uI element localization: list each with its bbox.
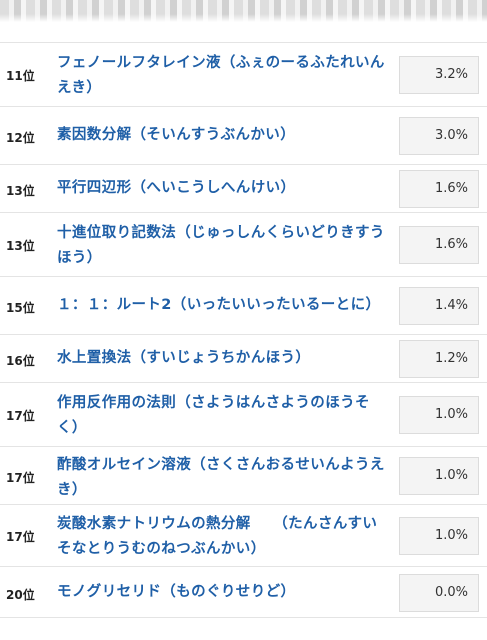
- ranking-row: 11位 フェノールフタレイン液（ふぇのーるふたれいんえき） 3.2%: [0, 42, 487, 106]
- ranking-row: 12位 素因数分解（そいんすうぶんかい） 3.0%: [0, 106, 487, 164]
- header-banner-strip: [0, 0, 487, 22]
- rank-label: 13位: [6, 184, 35, 198]
- item-name-link[interactable]: 水上置換法（すいじょうちかんほう）: [57, 350, 311, 366]
- item-name-link[interactable]: フェノールフタレイン液（ふぇのーるふたれいんえき）: [57, 55, 385, 96]
- rank-label: 15位: [6, 301, 35, 315]
- percent-box: 1.2%: [399, 340, 479, 378]
- percent-box: 1.0%: [399, 517, 479, 555]
- rank-label: 20位: [6, 588, 35, 602]
- ranking-row: 16位 水上置換法（すいじょうちかんほう） 1.2%: [0, 334, 487, 382]
- ranking-row: 17位 酢酸オルセイン溶液（さくさんおるせいんようえき） 1.0%: [0, 446, 487, 504]
- percent-box: 1.6%: [399, 226, 479, 264]
- rank-label: 17位: [6, 409, 35, 423]
- item-name-link[interactable]: 十進位取り記数法（じゅっしんくらいどりきすうほう）: [57, 225, 385, 266]
- ranking-row: 20位 モノグリセリド（ものぐりせりど） 0.0%: [0, 566, 487, 618]
- percent-box: 1.6%: [399, 170, 479, 208]
- ranking-list: 11位 フェノールフタレイン液（ふぇのーるふたれいんえき） 3.2% 12位 素…: [0, 42, 487, 618]
- rank-label: 11位: [6, 69, 35, 83]
- rank-label: 13位: [6, 239, 35, 253]
- rank-label: 16位: [6, 354, 35, 368]
- percent-box: 3.0%: [399, 117, 479, 155]
- item-name-link[interactable]: １：１：ルート2（いったいいったいるーとに）: [57, 297, 381, 313]
- item-name-link[interactable]: 平行四辺形（へいこうしへんけい）: [57, 180, 296, 196]
- percent-box: 3.2%: [399, 56, 479, 94]
- percent-box: 1.4%: [399, 287, 479, 325]
- ranking-row: 15位 １：１：ルート2（いったいいったいるーとに） 1.4%: [0, 276, 487, 334]
- percent-box: 1.0%: [399, 396, 479, 434]
- item-name-link[interactable]: 炭酸水素ナトリウムの熱分解 （たんさんすいそなとりうむのねつぶんかい）: [57, 516, 378, 557]
- item-name-link[interactable]: 素因数分解（そいんすうぶんかい）: [57, 127, 296, 143]
- ranking-row: 13位 平行四辺形（へいこうしへんけい） 1.6%: [0, 164, 487, 212]
- rank-label: 17位: [6, 530, 35, 544]
- ranking-row: 17位 炭酸水素ナトリウムの熱分解 （たんさんすいそなとりうむのねつぶんかい） …: [0, 504, 487, 566]
- percent-box: 1.0%: [399, 457, 479, 495]
- item-name-link[interactable]: 酢酸オルセイン溶液（さくさんおるせいんようえき）: [57, 457, 385, 498]
- rank-label: 12位: [6, 131, 35, 145]
- rank-label: 17位: [6, 471, 35, 485]
- ranking-row: 13位 十進位取り記数法（じゅっしんくらいどりきすうほう） 1.6%: [0, 212, 487, 276]
- percent-box: 0.0%: [399, 574, 479, 612]
- item-name-link[interactable]: モノグリセリド（ものぐりせりど）: [57, 584, 296, 600]
- item-name-link[interactable]: 作用反作用の法則（さようはんさようのほうそく）: [57, 395, 370, 436]
- ranking-row: 17位 作用反作用の法則（さようはんさようのほうそく） 1.0%: [0, 382, 487, 446]
